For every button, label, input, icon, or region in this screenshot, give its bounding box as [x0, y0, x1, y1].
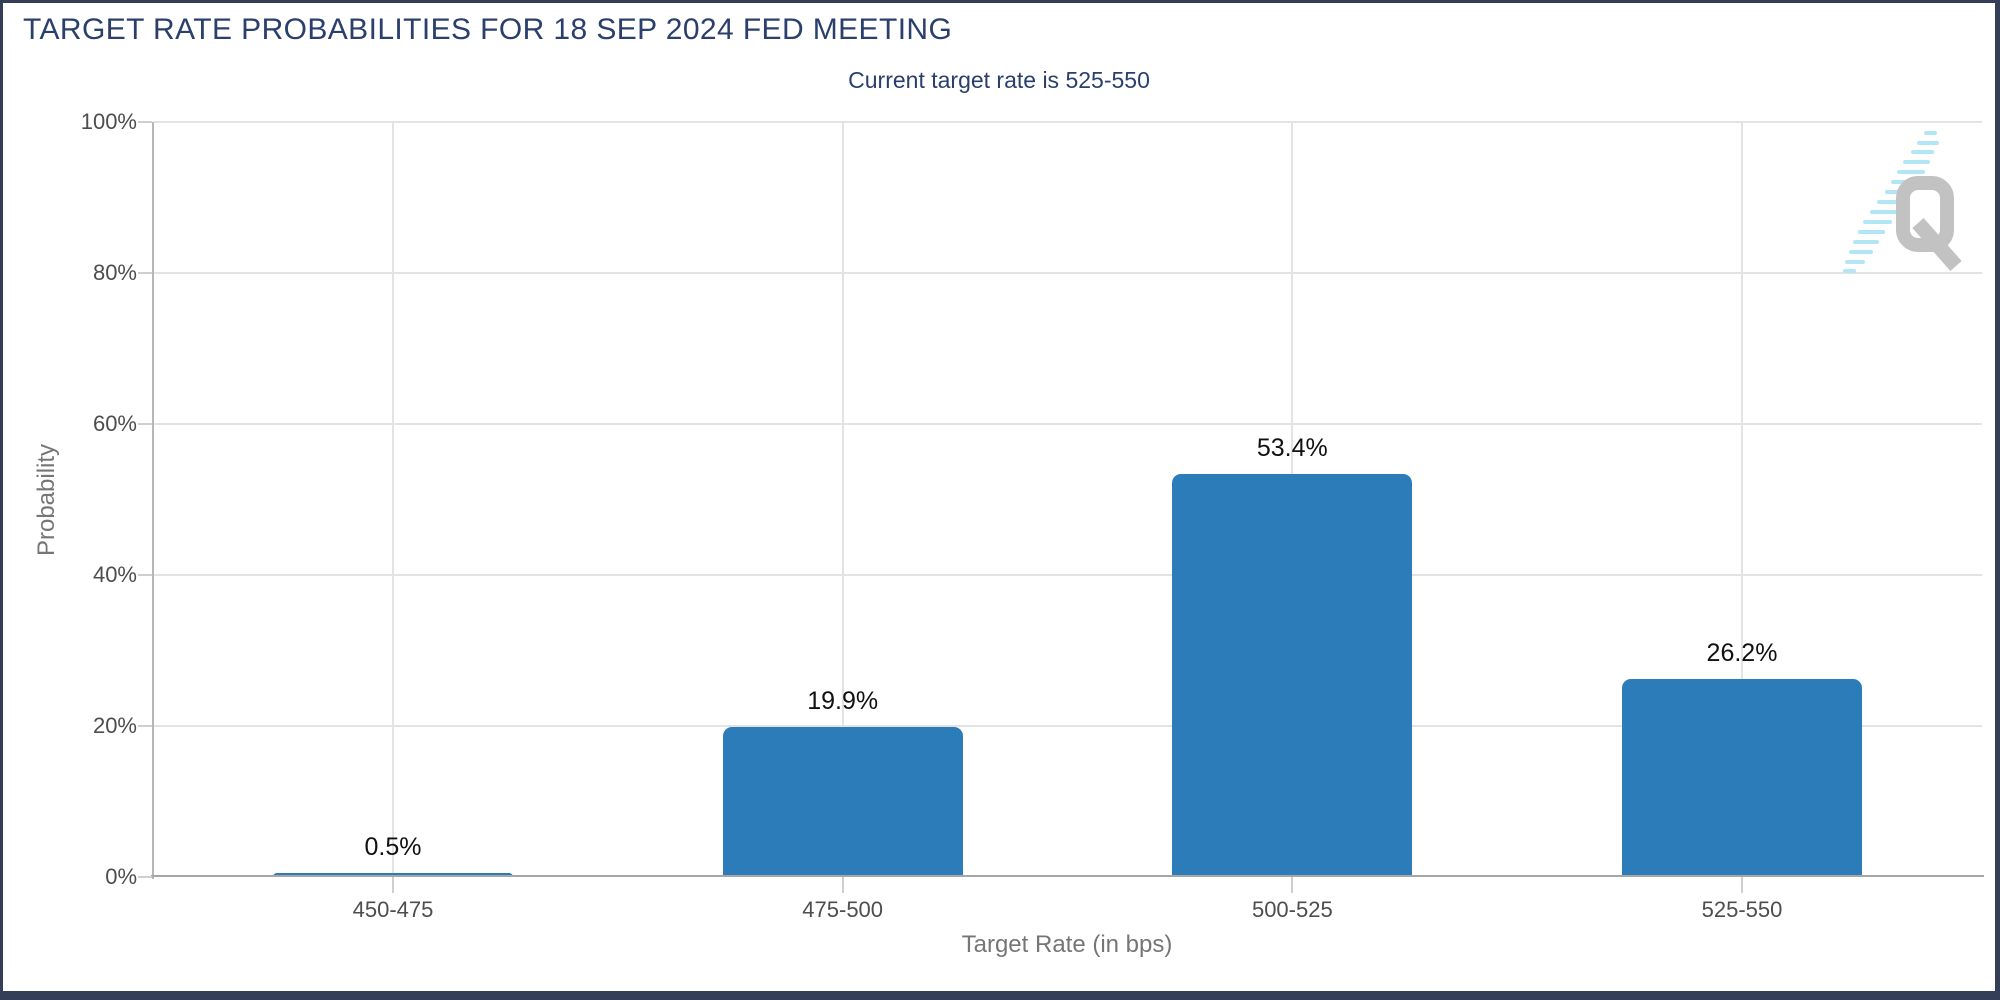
gridline-v [392, 122, 394, 877]
plot-area: 0.5% 19.9% 53.4% 26.2% [138, 121, 1984, 893]
gridline-h [153, 272, 1982, 274]
chart-subtitle: Current target rate is 525-550 [848, 67, 1150, 93]
y-tick-label: 80% [92, 260, 137, 285]
bar-value-label: 53.4% [1256, 433, 1328, 462]
y-axis-title: Probability [33, 443, 60, 557]
gridline-h [153, 121, 1982, 123]
y-tick [138, 876, 152, 878]
gridline-h [153, 725, 1982, 727]
y-axis-line [152, 122, 154, 879]
y-tick-label: 60% [92, 411, 137, 436]
y-tick [138, 423, 152, 425]
x-axis-line [151, 875, 1984, 877]
quantinsti-q-logo-icon [1840, 125, 1970, 285]
y-tick-label: 0% [105, 864, 137, 889]
y-tick [138, 574, 152, 576]
x-category-label: 500-525 [1251, 897, 1333, 922]
x-tick [1291, 877, 1294, 893]
bar-value-label: 26.2% [1706, 639, 1778, 668]
bar-475-500[interactable] [722, 726, 963, 877]
y-tick [138, 121, 152, 123]
bar-525-550[interactable] [1622, 679, 1862, 877]
bar-value-label: 0.5% [364, 833, 422, 861]
y-tick-label: 100% [80, 109, 137, 134]
chart-title: TARGET RATE PROBABILITIES FOR 18 SEP 202… [23, 13, 953, 46]
x-category-label: 450-475 [352, 897, 434, 922]
x-axis-title: Target Rate (in bps) [961, 931, 1173, 958]
bar-500-525[interactable] [1172, 473, 1413, 877]
x-tick [1741, 877, 1743, 893]
y-tick-label: 40% [92, 562, 137, 587]
gridline-h [153, 574, 1982, 576]
x-tick [392, 877, 394, 893]
y-tick [138, 272, 152, 274]
q-logo-svg [1843, 131, 1962, 273]
x-category-label: 525-550 [1701, 897, 1783, 922]
gridline-v [1741, 122, 1743, 877]
y-tick [138, 725, 152, 727]
gridline-v [841, 122, 844, 877]
bar-value-label: 19.9% [807, 686, 879, 715]
gridline-h [153, 423, 1982, 425]
x-tick [841, 877, 844, 893]
x-category-label: 475-500 [802, 897, 884, 922]
y-tick-label: 20% [92, 713, 137, 738]
